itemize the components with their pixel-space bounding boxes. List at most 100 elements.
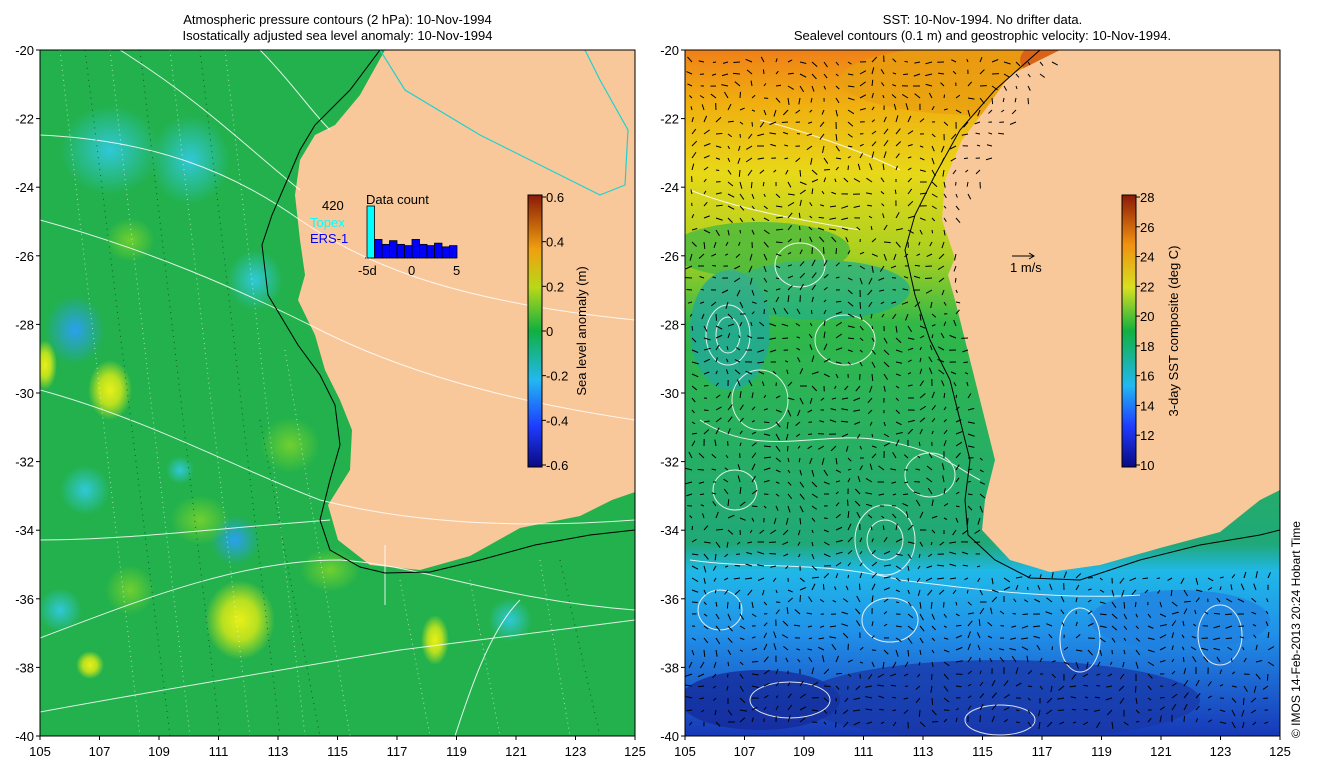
velocity-arrow [871,572,878,579]
velocity-arrow [1171,620,1177,627]
velocity-arrow [747,541,753,544]
velocity-arrow [941,380,945,387]
velocity-arrow [853,721,861,726]
velocity-arrow [763,706,767,711]
velocity-arrow [721,289,729,294]
velocity-arrow [769,323,777,327]
velocity-arrow [929,345,933,351]
velocity-arrow [795,157,801,163]
velocity-arrow [1051,673,1056,679]
velocity-arrow [739,517,746,521]
velocity-arrow [881,515,885,519]
velocity-arrow [871,151,875,159]
velocity-arrow [915,685,921,690]
velocity-arrow [691,432,697,435]
velocity-arrow [727,193,735,198]
velocity-arrow [1207,708,1212,711]
velocity-arrow [775,70,779,75]
velocity-arrow [691,385,698,391]
velocity-arrow [1003,73,1010,78]
left-x-tick-label: 121 [505,744,527,759]
velocity-arrow [903,673,909,677]
velocity-arrow [1034,598,1041,603]
inset-bar-ers1 [419,243,428,259]
velocity-arrow [698,60,705,63]
velocity-arrow [787,212,793,219]
velocity-arrow [891,94,897,99]
velocity-arrow [749,277,753,285]
velocity-arrow [715,344,720,351]
velocity-arrow [748,380,753,387]
velocity-arrow [745,157,753,163]
velocity-arrow [745,370,753,375]
velocity-arrow [787,493,793,499]
velocity-arrow [785,565,789,570]
velocity-arrow [715,229,720,237]
velocity-arrow [919,511,924,519]
velocity-arrow [823,331,826,339]
velocity-arrow [883,140,889,147]
velocity-arrow [943,121,949,126]
velocity-arrow [919,325,926,329]
velocity-arrow [841,408,849,411]
velocity-arrow [823,553,831,558]
velocity-arrow [751,431,757,435]
velocity-arrow [786,445,789,452]
velocity-arrow [955,406,960,411]
velocity-arrow [882,661,885,669]
velocity-arrow [979,56,983,63]
velocity-arrow [715,192,722,195]
velocity-arrow [895,577,901,582]
velocity-arrow [1123,613,1128,620]
velocity-arrow [1182,656,1185,663]
right-x-tick-label: 109 [793,744,815,759]
velocity-arrow [703,420,710,423]
velocity-arrow [1094,696,1101,699]
velocity-arrow [931,157,935,165]
velocity-arrow [689,253,693,261]
velocity-arrow [869,163,873,171]
velocity-arrow [976,632,981,639]
velocity-arrow [686,71,693,75]
velocity-arrow [1051,572,1054,579]
velocity-arrow [931,334,934,339]
velocity-arrow [703,337,711,341]
velocity-arrow [943,661,950,667]
velocity-arrow [963,121,969,128]
velocity-arrow [907,649,910,657]
velocity-arrow [871,538,874,543]
velocity-arrow [715,511,719,519]
velocity-arrow [750,80,753,87]
velocity-arrow [787,481,792,486]
velocity-arrow [775,481,780,484]
velocity-arrow [757,349,765,353]
velocity-arrow [799,85,805,93]
velocity-arrow [810,157,813,165]
velocity-arrow [1250,709,1257,714]
velocity-arrow [1183,608,1188,615]
velocity-arrow [727,120,734,123]
velocity-arrow [919,145,924,148]
velocity-arrow [739,417,744,423]
velocity-arrow [907,589,910,594]
velocity-arrow [1048,633,1053,639]
velocity-arrow [715,417,722,423]
velocity-arrow [955,477,960,483]
velocity-arrow [835,526,843,531]
velocity-arrow [799,397,804,405]
velocity-arrow [811,517,816,522]
velocity-arrow [976,565,981,568]
velocity-arrow [942,475,945,483]
velocity-arrow [751,648,758,651]
velocity-arrow [1171,611,1179,615]
velocity-arrow [895,649,899,657]
velocity-arrow [843,177,849,183]
velocity-arrow [751,420,755,423]
velocity-arrow [823,73,828,79]
velocity-arrow [1252,624,1257,627]
velocity-arrow [763,456,771,459]
velocity-arrow [773,517,777,525]
velocity-arrow [775,288,781,291]
velocity-arrow [775,84,782,87]
velocity-arrow [738,335,741,339]
